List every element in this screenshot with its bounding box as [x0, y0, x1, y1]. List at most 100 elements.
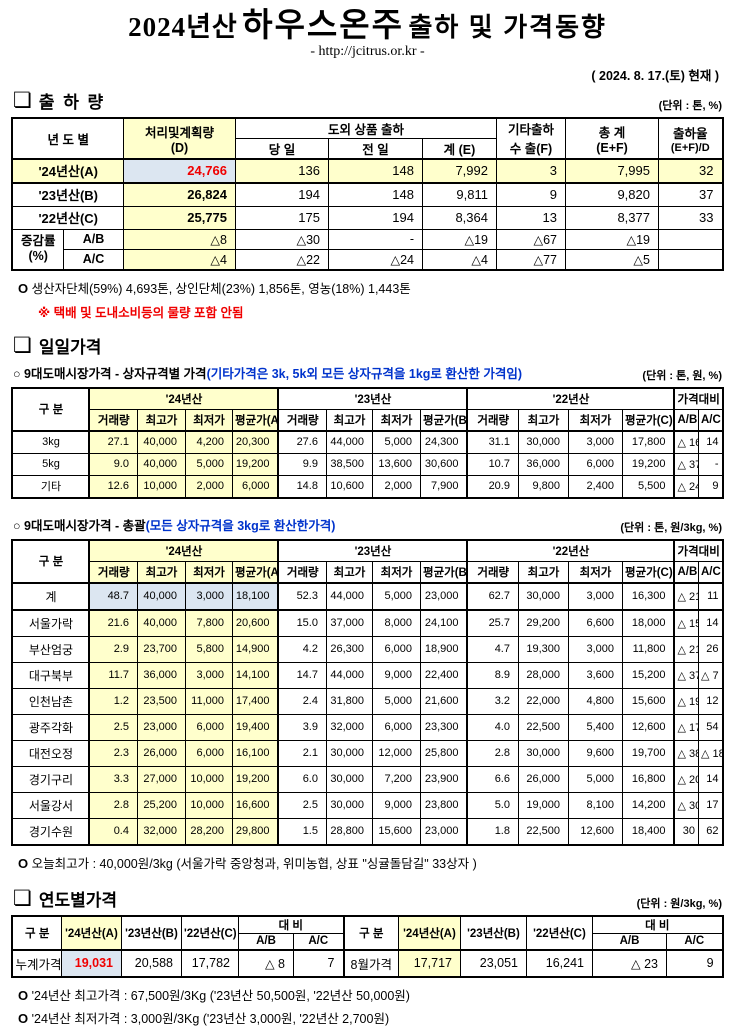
total-price-title: ○ 9대도매시장가격 - 총괄	[13, 518, 146, 533]
cell: 19,000	[517, 791, 569, 819]
cell: 3,000	[184, 581, 233, 611]
cell: 12,000	[371, 739, 421, 767]
row-label: A/C	[62, 248, 125, 271]
cell: 62.7	[466, 581, 519, 611]
cell: 6,000	[184, 713, 233, 741]
row-label: 서울강서	[11, 791, 90, 819]
shipment-warning-note: ※ 택배 및 도내소비등의 물량 포함 안됨	[38, 305, 244, 320]
cell: 16,100	[231, 739, 279, 767]
col-header-total: 총 계 (E+F)	[565, 117, 659, 160]
row-label: 대전오정	[11, 739, 90, 767]
col-group-compare: 대 비	[237, 915, 345, 934]
row-label: '22년산(C)	[11, 205, 125, 230]
cell: 2,400	[567, 474, 623, 499]
as-of-date: ( 2024. 8. 17.(토) 현재 )	[591, 68, 719, 83]
cell: 24,100	[419, 609, 468, 637]
col-header-min: 최저가	[184, 560, 233, 584]
cell: 4.2	[277, 635, 327, 663]
row-label: A/B	[62, 228, 125, 250]
cell: 25,200	[136, 791, 186, 819]
cell: 5,000	[371, 687, 421, 715]
col-header-y24: '24년산(A)	[398, 915, 461, 951]
cell: 22,500	[517, 713, 569, 741]
cell: 44,000	[325, 429, 373, 454]
cell: 2.4	[277, 687, 327, 715]
col-header-today: 당 일	[235, 137, 329, 160]
cell: 32	[658, 157, 723, 184]
cell: 30	[673, 817, 699, 846]
cell: △ 8	[237, 948, 294, 978]
cell: 12.6	[88, 474, 138, 499]
cell: 10,000	[136, 474, 186, 499]
cell: 3,000	[567, 581, 623, 611]
cell: 14,900	[231, 635, 279, 663]
table-row: 기타 12.6 10,000 2,000 6,000 14.8 10,600 2,000 7,9…	[11, 474, 724, 499]
cell: 18,100	[231, 581, 279, 611]
cell: 23,700	[136, 635, 186, 663]
cell: 23,300	[419, 713, 468, 741]
cell: 62	[697, 817, 724, 846]
cell: 6,000	[231, 474, 279, 499]
cell: 33	[658, 205, 723, 230]
cell: △ 7	[697, 661, 724, 689]
cell: △5	[565, 248, 659, 271]
cell: 6,600	[567, 609, 623, 637]
col-header-category: 구 분	[342, 915, 399, 951]
col-header-avg-c: 평균가(C)	[621, 408, 675, 432]
col-header-sum: 계 (E)	[422, 137, 497, 160]
cell: 10,000	[184, 791, 233, 819]
cell: 16,800	[621, 765, 675, 793]
cell: 23,000	[419, 581, 468, 611]
cell: 2.9	[88, 635, 138, 663]
cell: 17,400	[231, 687, 279, 715]
cell: 19,400	[231, 713, 279, 741]
row-label: '23년산(B)	[11, 182, 125, 207]
cell: 3,000	[184, 661, 233, 689]
cell: 5,400	[567, 713, 623, 741]
table-row: 대구북부 11.7 36,000 3,000 14,100 14.7 44,000 9,000…	[11, 661, 724, 689]
cell: 6,000	[184, 739, 233, 767]
cell: 32,000	[325, 713, 373, 741]
col-header-rate-line2: (E+F)/D	[670, 141, 710, 154]
cell: 1.8	[466, 817, 519, 846]
col-header-max: 최고가	[136, 408, 186, 432]
cell: 2.8	[88, 791, 138, 819]
table-row: '24년산(A) 24,766 136 148 7,992 3 7,995 32	[11, 157, 723, 184]
cell: 2.5	[277, 791, 327, 819]
col-group-y22: '22년산	[466, 539, 675, 562]
col-header-volume: 거래량	[88, 408, 138, 432]
cell	[658, 248, 723, 271]
cell: 52.3	[277, 581, 327, 611]
cell: 9,800	[517, 474, 569, 499]
cell: 2,000	[371, 474, 421, 499]
unit-label: (단위 : 톤, %)	[658, 99, 722, 112]
cell: △ 19	[673, 687, 699, 715]
cell: 18,900	[419, 635, 468, 663]
cell: 19,031	[60, 948, 122, 978]
shipment-table-head: 년 도 별 처리및계획량 (D) 도외 상품 출하 기타출하 수 출(F) 총 …	[11, 117, 723, 160]
cell: 3.2	[466, 687, 519, 715]
cell: 136	[235, 157, 329, 184]
cell: 12,600	[567, 817, 623, 846]
row-label: 부산엄궁	[11, 635, 90, 663]
cell: 8.9	[466, 661, 519, 689]
cell: 21.6	[88, 609, 138, 637]
col-group-y23: '23년산	[277, 539, 468, 562]
col-header-min: 최저가	[567, 560, 623, 584]
cell: 7,900	[419, 474, 468, 499]
col-header-avg-a: 평균가(A)	[231, 408, 279, 432]
cell: 21,600	[419, 687, 468, 715]
col-header-category: 구 분	[11, 539, 90, 584]
col-header-y22: '22년산(C)	[526, 915, 593, 951]
cell: 19,200	[231, 765, 279, 793]
bullet-o-icon: O	[18, 855, 29, 871]
row-label: 3kg	[11, 429, 90, 454]
cell: 9	[496, 182, 566, 207]
cell: 5,000	[371, 581, 421, 611]
cell: 6.6	[466, 765, 519, 793]
cell: 26,000	[136, 739, 186, 767]
cell: 15,600	[621, 687, 675, 715]
cell: 5,500	[621, 474, 675, 499]
cell: 7,800	[184, 609, 233, 637]
cell: 12	[697, 687, 724, 715]
